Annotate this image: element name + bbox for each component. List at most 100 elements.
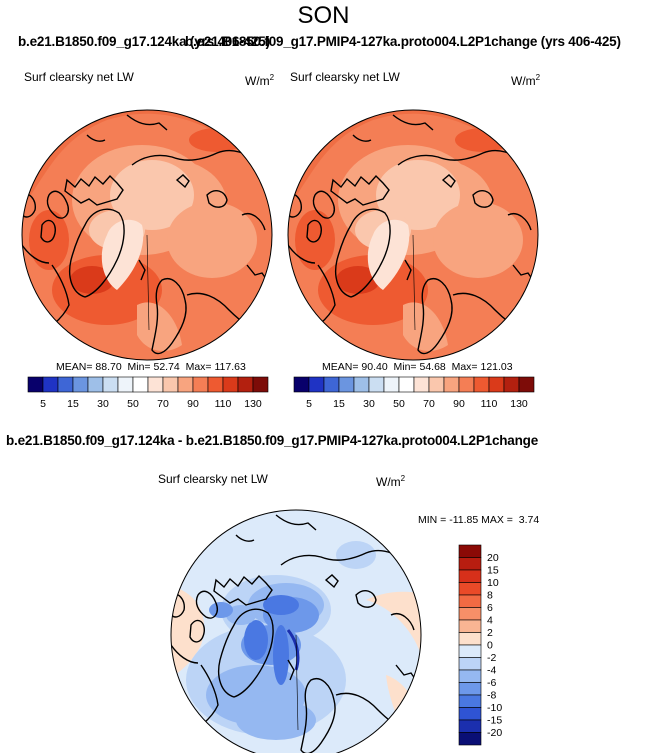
colorbar-diff-tick-label: 6: [487, 602, 493, 614]
colorbar-diff-swatch: [458, 594, 482, 608]
colorbar-1-swatch: [237, 376, 254, 393]
diff-panel-units: W/m2: [376, 474, 406, 489]
panel-2-mean: 90.40: [361, 361, 388, 373]
panel-2-case-title: b.e21.B1850.f09_g17.PMIP4-127ka.proto004…: [185, 34, 621, 49]
colorbar-2-swatch: [398, 376, 415, 393]
colorbar-diff-tick-label: 2: [487, 627, 493, 639]
colorbar-diff-tick-label: 10: [487, 577, 499, 589]
colorbar-1-swatch: [87, 376, 104, 393]
diff-panel-stats: MIN = -11.85 MAX = 3.74: [418, 514, 540, 526]
colorbar-1-swatch: [42, 376, 59, 393]
colorbar-diff-swatch: [458, 657, 482, 671]
panel-1-case-title: b.e21.B1850.f09_g17.124ka (yrs 406-425): [18, 34, 270, 49]
colorbar-diff-tick-label: 4: [487, 615, 493, 627]
colorbar-2-swatch: [488, 376, 505, 393]
map-panel-2: [288, 110, 538, 360]
colorbar-diff-swatch: [458, 732, 482, 746]
colorbar-1-swatch: [192, 376, 209, 393]
colorbar-2-tick-label: 30: [363, 398, 375, 410]
map-panel-1: [22, 110, 272, 360]
colorbar-2-tick-label: 5: [306, 398, 312, 410]
colorbar-1-swatch: [252, 376, 269, 393]
colorbar-diff-swatch: [458, 694, 482, 708]
panel-1-min: 52.74: [153, 361, 180, 373]
colorbar-diff-tick-label: -20: [487, 727, 502, 739]
colorbar-1-tick-label: 50: [127, 398, 139, 410]
colorbar-2-swatch: [413, 376, 430, 393]
colorbar-2-tick-label: 130: [510, 398, 528, 410]
colorbar-1-tick-label: 130: [244, 398, 262, 410]
colorbar-diff-tick-label: -2: [487, 652, 496, 664]
colorbar-2-swatch: [338, 376, 355, 393]
colorbar-diff-swatch: [458, 707, 482, 721]
colorbar-2-swatch: [353, 376, 370, 393]
colorbar-1-swatch: [222, 376, 239, 393]
diff-max: 3.74: [518, 514, 540, 526]
colorbar-2-swatch: [428, 376, 445, 393]
colorbar-diff-swatch: [458, 582, 482, 596]
colorbar-diff-tick-label: -8: [487, 690, 496, 702]
colorbar-diff-swatch: [458, 632, 482, 646]
season-title: SON: [297, 2, 350, 29]
colorbar-2-swatch: [308, 376, 325, 393]
colorbar-diff-swatch: [458, 607, 482, 621]
colorbar-1-swatch: [27, 376, 44, 393]
colorbar-1-swatch: [177, 376, 194, 393]
colorbar-diff-tick-label: -4: [487, 665, 496, 677]
colorbar-diff-swatch: [458, 569, 482, 583]
colorbar-1-swatch: [132, 376, 149, 393]
colorbar-diff-swatch: [458, 682, 482, 696]
map-panel-1-border: [21, 109, 273, 361]
colorbar-diff-swatch: [458, 557, 482, 571]
colorbar-1-swatch: [207, 376, 224, 393]
diff-min: -11.85: [449, 514, 479, 526]
colorbar-2-swatch: [383, 376, 400, 393]
panel-2-variable-label: Surf clearsky net LW: [290, 70, 400, 84]
panel-2-units: W/m2: [511, 73, 541, 88]
panel-1-variable-label: Surf clearsky net LW: [24, 70, 134, 84]
panel-1-units: W/m2: [245, 73, 275, 88]
colorbar-diff-swatch: [458, 644, 482, 658]
colorbar-diff-tick-label: 20: [487, 552, 499, 564]
colorbar-2-tick-label: 15: [333, 398, 345, 410]
colorbar-1-swatch: [162, 376, 179, 393]
colorbar-diff-tick-label: -6: [487, 677, 496, 689]
colorbar-2-swatch: [458, 376, 475, 393]
panel-1-max: 117.63: [214, 361, 246, 373]
colorbar-diff-swatch: [458, 719, 482, 733]
colorbar-1-swatch: [147, 376, 164, 393]
diff-panel-title: b.e21.B1850.f09_g17.124ka - b.e21.B1850.…: [6, 433, 539, 448]
colorbar-2-swatch: [293, 376, 310, 393]
panel-1-stats: MEAN= 88.70 Min= 52.74 Max= 117.63: [56, 361, 246, 373]
colorbar-1-swatch: [102, 376, 119, 393]
colorbar-2-swatch: [323, 376, 340, 393]
colorbar-1-swatch: [117, 376, 134, 393]
colorbar-2-swatch: [443, 376, 460, 393]
panel-2-min: 54.68: [419, 361, 446, 373]
colorbar-1-tick-label: 5: [40, 398, 46, 410]
colorbar-2-tick-label: 50: [393, 398, 405, 410]
colorbar-2-tick-label: 110: [481, 398, 498, 410]
colorbar-panel-1: 5 15 30 50 70 90 110 130: [27, 376, 269, 410]
colorbar-diff-tick-label: -10: [487, 702, 502, 714]
colorbar-2-tick-label: 70: [423, 398, 435, 410]
colorbar-diff-swatch: [458, 544, 482, 558]
colorbar-2-swatch: [368, 376, 385, 393]
colorbar-1-tick-label: 15: [67, 398, 79, 410]
colorbar-2-swatch: [503, 376, 520, 393]
colorbar-2-swatch: [518, 376, 535, 393]
colorbar-diff-swatch: [458, 619, 482, 633]
colorbar-diff-tick-label: 0: [487, 640, 493, 652]
colorbar-diff-swatch: [458, 669, 482, 683]
colorbar-1-swatch: [57, 376, 74, 393]
colorbar-panel-2: 5 15 30 50 70 90 110 130: [293, 376, 535, 410]
panel-2-stats: MEAN= 90.40 Min= 54.68 Max= 121.03: [322, 361, 513, 373]
colorbar-1-tick-label: 90: [187, 398, 199, 410]
panel-2-max: 121.03: [480, 361, 513, 373]
colorbar-diff-tick-label: 15: [487, 565, 499, 577]
colorbar-2-tick-label: 90: [453, 398, 465, 410]
map-panel-diff-border: [170, 509, 422, 753]
colorbar-1-swatch: [72, 376, 89, 393]
